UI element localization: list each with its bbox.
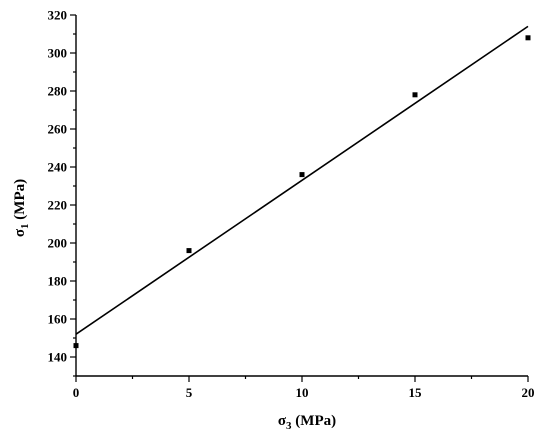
y-tick-label: 240 — [48, 160, 68, 175]
x-tick-label: 20 — [522, 385, 535, 400]
y-tick-label: 200 — [48, 236, 68, 251]
axes — [75, 15, 528, 377]
data-point — [73, 343, 79, 349]
y-tick-label: 160 — [48, 312, 68, 327]
y-axis-title: σ1 (MPa) — [12, 179, 31, 237]
y-tick-label: 180 — [48, 274, 68, 289]
fit-line — [75, 25, 529, 335]
tick-labels: 0 5 10 15 20 140 160 180 200 220 240 260 280 300 320 — [48, 8, 535, 401]
data-point — [186, 248, 192, 254]
y-tick-label: 140 — [48, 350, 68, 365]
data-point — [525, 35, 531, 41]
x-tick-label: 5 — [186, 385, 193, 400]
y-tick-label: 320 — [48, 8, 68, 23]
x-tick-label: 15 — [409, 385, 423, 400]
y-tick-label: 260 — [48, 122, 68, 137]
x-tick-label: 0 — [73, 385, 80, 400]
tick-marks — [70, 14, 529, 382]
x-tick-label: 10 — [296, 385, 309, 400]
data-point — [412, 92, 418, 98]
fit-line-group — [75, 25, 529, 335]
y-tick-label: 220 — [48, 198, 68, 213]
data-point — [299, 172, 305, 178]
data-points — [73, 35, 531, 349]
x-axis-title: σ3 (MPa) — [278, 413, 336, 432]
y-tick-label: 300 — [48, 46, 68, 61]
y-tick-label: 280 — [48, 84, 68, 99]
